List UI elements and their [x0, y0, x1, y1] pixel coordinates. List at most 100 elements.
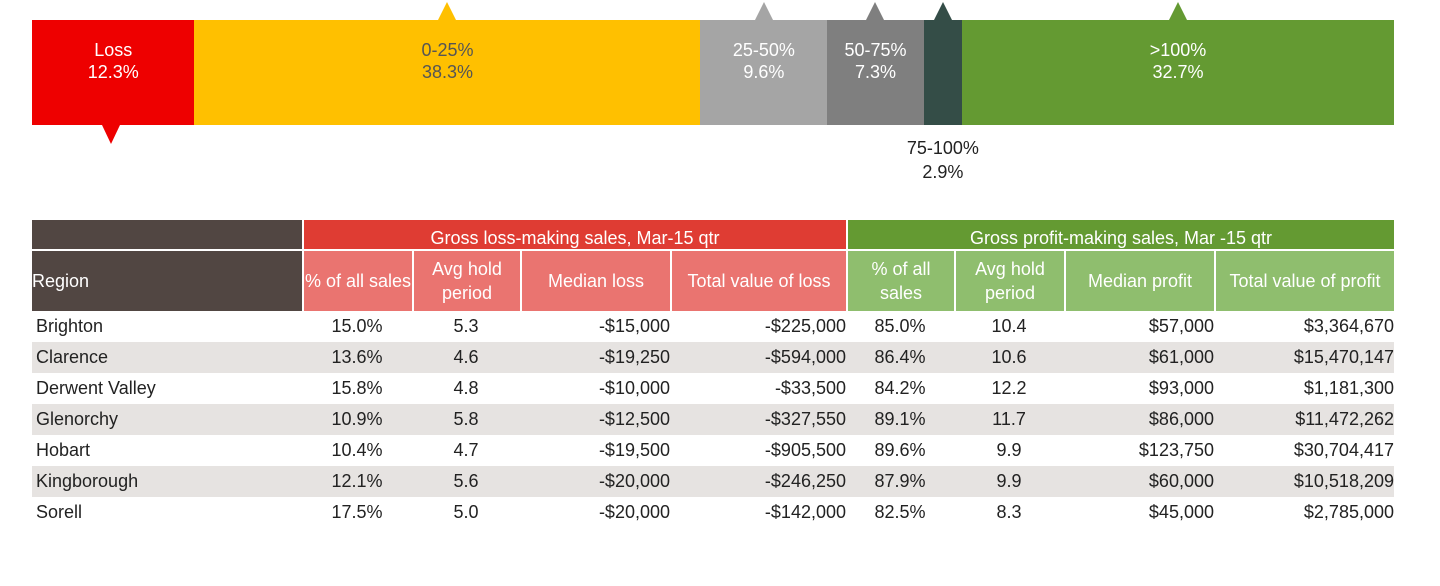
profit-distribution-bar: Loss 12.3% 0-25% 38.3% 25-50% 9.6% 50-75% 7.3% 7… [32, 0, 1394, 200]
cell-loss-hold: 4.7 [453, 440, 479, 460]
cell-median-profit: $123,750 [1138, 440, 1214, 460]
cell-loss-hold: 5.8 [412, 404, 520, 435]
cell-profit-pct: 87.9% [846, 466, 954, 497]
cell-profit-pct: 82.5% [874, 502, 926, 522]
cell-profit-pct: 89.1% [846, 404, 954, 435]
bar-category-label: 50-75% [844, 39, 907, 60]
cell-loss-pct: 15.0% [331, 316, 383, 336]
bar-segment-75-100 [923, 20, 962, 125]
table-row: Brighton 15.0% 5.3 -$15,000 -$225,000 85.0% 10… [32, 311, 1394, 342]
cell-profit-hold: 8.3 [996, 502, 1022, 522]
cell-median-loss: -$15,000 [598, 316, 670, 336]
cell-loss-pct: 10.9% [302, 404, 412, 435]
bar-label-over-100: >100% 32.7% [962, 8, 1394, 113]
cell-median-profit: $61,000 [1064, 342, 1214, 373]
cell-profit-pct: 85.0% [874, 316, 926, 336]
bar-label-75-100: 75-100% 2.9% [893, 136, 993, 184]
table-row: Sorell 17.5% 5.0 -$20,000 -$142,000 82.5% 8.3 $… [32, 497, 1394, 528]
cell-loss-pct: 17.5% [331, 502, 383, 522]
bar-category-label: Loss [94, 39, 133, 60]
col-header-profit-hold: Avg hold period [954, 249, 1064, 311]
cell-total-profit: $30,704,417 [1293, 440, 1394, 460]
cell-total-profit: $2,785,000 [1303, 502, 1394, 522]
bar-marker-0-25 [438, 2, 457, 20]
bar-value-label: 7.3% [854, 61, 896, 82]
cell-total-profit: $10,518,209 [1214, 466, 1394, 497]
bar-marker-over-100 [1169, 2, 1187, 20]
cell-loss-pct: 12.1% [302, 466, 412, 497]
cell-total-profit: $1,181,300 [1303, 378, 1394, 398]
cell-profit-hold: 11.7 [954, 404, 1064, 435]
cell-profit-hold: 10.6 [954, 342, 1064, 373]
table-row: Derwent Valley 15.8% 4.8 -$10,000 -$33,500 84… [32, 373, 1394, 404]
cell-median-loss: -$19,250 [520, 342, 670, 373]
cell-total-loss: -$142,000 [764, 502, 846, 522]
bar-marker-50-75 [866, 2, 885, 20]
loss-group-header: Gross loss-making sales, Mar-15 qtr [302, 220, 846, 249]
bar-marker-loss [102, 125, 120, 144]
cell-total-loss: -$246,250 [670, 466, 846, 497]
cell-profit-pct: 84.2% [874, 378, 926, 398]
cell-region: Clarence [32, 342, 302, 373]
bar-label-50-75: 50-75% 7.3% [827, 8, 923, 113]
cell-region: Hobart [36, 440, 91, 460]
cell-median-profit: $93,000 [1148, 378, 1214, 398]
cell-total-profit: $15,470,147 [1214, 342, 1394, 373]
bar-segment-50-75 [827, 20, 924, 125]
profit-group-header: Gross profit-making sales, Mar -15 qtr [846, 220, 1394, 249]
bar-label-25-50: 25-50% 9.6% [700, 8, 827, 113]
bar-segment-0-25 [194, 20, 701, 125]
cell-median-loss: -$10,000 [598, 378, 670, 398]
cell-profit-hold: 10.4 [991, 316, 1027, 336]
cell-profit-pct: 86.4% [846, 342, 954, 373]
col-header-loss-hold: Avg hold period [412, 249, 520, 311]
cell-median-profit: $60,000 [1064, 466, 1214, 497]
bar-label-loss: Loss 12.3% [32, 8, 194, 113]
bar-segment-over-100 [962, 20, 1394, 125]
cell-median-loss: -$20,000 [598, 502, 670, 522]
cell-loss-pct: 15.8% [331, 378, 383, 398]
bar-value-label: 12.3% [87, 61, 139, 82]
cell-profit-hold: 9.9 [954, 466, 1064, 497]
bar-category-label: >100% [1149, 39, 1207, 60]
table-row: Hobart 10.4% 4.7 -$19,500 -$905,500 89.6% 9.9 $… [32, 435, 1394, 466]
cell-total-loss: -$905,500 [764, 440, 846, 460]
table-row: Kingborough 12.1% 5.6 -$20,000 -$246,250 87.9… [32, 466, 1394, 497]
bar-marker-75-100 [933, 2, 952, 20]
cell-total-profit: $11,472,262 [1214, 404, 1394, 435]
cell-loss-hold: 5.0 [453, 502, 479, 522]
cell-loss-hold: 4.6 [412, 342, 520, 373]
cell-median-profit: $57,000 [1148, 316, 1214, 336]
bar-category-label: 75-100% [906, 138, 979, 158]
cell-median-loss: -$19,500 [598, 440, 670, 460]
cell-median-loss: -$12,500 [520, 404, 670, 435]
cell-median-loss: -$20,000 [520, 466, 670, 497]
bar-label-0-25: 0-25% 38.3% [194, 8, 700, 113]
cell-loss-hold: 5.3 [453, 316, 479, 336]
cell-total-loss: -$327,550 [670, 404, 846, 435]
cell-loss-pct: 10.4% [331, 440, 383, 460]
cell-region: Glenorchy [32, 404, 302, 435]
bar-value-label: 32.7% [1152, 61, 1204, 82]
bar-category-label: 0-25% [421, 39, 474, 60]
cell-median-profit: $86,000 [1064, 404, 1214, 435]
cell-region: Derwent Valley [36, 378, 156, 398]
cell-median-profit: $45,000 [1148, 502, 1214, 522]
bar-value-label: 9.6% [743, 61, 785, 82]
cell-loss-hold: 4.8 [453, 378, 479, 398]
region-header-spacer [32, 220, 302, 249]
cell-profit-hold: 9.9 [996, 440, 1022, 460]
table-row: Glenorchy 10.9% 5.8 -$12,500 -$327,550 89.1% 1… [32, 404, 1394, 435]
col-header-loss-pct: % of all sales [302, 249, 412, 311]
cell-region: Brighton [36, 316, 104, 336]
cell-profit-pct: 89.6% [874, 440, 926, 460]
cell-loss-pct: 13.6% [302, 342, 412, 373]
col-header-total-profit: Total value of profit [1214, 249, 1394, 311]
cell-loss-hold: 5.6 [412, 466, 520, 497]
table-row: Clarence 13.6% 4.6 -$19,250 -$594,000 86.4% 10… [32, 342, 1394, 373]
bar-segment-loss [32, 20, 195, 125]
col-header-median-profit: Median profit [1064, 249, 1214, 311]
bar-value-label: 38.3% [421, 61, 473, 82]
sales-table: Gross loss-making sales, Mar-15 qtr Gros… [32, 220, 1394, 528]
cell-total-loss: -$225,000 [764, 316, 846, 336]
